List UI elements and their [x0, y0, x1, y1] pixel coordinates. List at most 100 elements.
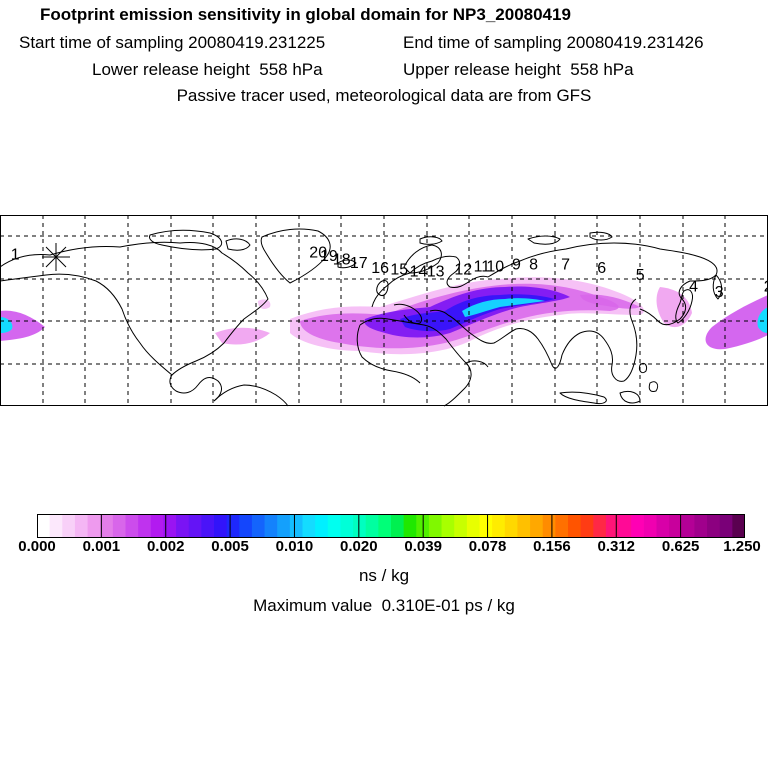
- trajectory-label: 12: [454, 262, 472, 279]
- plume-east-streak: [580, 294, 640, 309]
- colorbar-cell: [391, 514, 405, 538]
- colorbar-cell: [239, 514, 253, 538]
- colorbar-units: ns / kg: [358, 566, 410, 585]
- colorbar-cell: [618, 514, 632, 538]
- trajectory-label: 20: [309, 245, 327, 262]
- coast-asia-south: [447, 298, 638, 382]
- colorbar-tick-label: 0.002: [146, 538, 185, 555]
- trajectory-label: 6: [597, 260, 606, 277]
- colorbar-cell: [87, 514, 101, 538]
- coast-asia-north: [487, 242, 718, 326]
- colorbar-cell: [441, 514, 455, 538]
- sensitivity-plume: [0, 277, 768, 355]
- colorbar-cell: [340, 514, 354, 538]
- colorbar-cell: [656, 514, 670, 538]
- colorbar-cell: [631, 514, 645, 538]
- colorbar-cell: [694, 514, 708, 538]
- colorbar-cell: [466, 514, 481, 538]
- trajectory-label: 2: [764, 279, 768, 296]
- colorbar-cell: [188, 514, 202, 538]
- colorbar-dividers: [100, 514, 682, 538]
- colorbar-cell: [125, 514, 139, 538]
- trajectory-label: 13: [427, 263, 445, 280]
- colorbar-cell: [138, 514, 152, 538]
- trajectory-label: 4: [689, 279, 698, 296]
- graticule: [0, 215, 768, 406]
- colorbar-cell: [568, 514, 582, 538]
- colorbar: [37, 514, 745, 538]
- colorbar-tick-label: 0.625: [661, 538, 700, 555]
- trajectory-label: 11: [474, 258, 491, 275]
- colorbar-cell: [327, 514, 342, 538]
- plume-east-cyan: [757, 307, 768, 333]
- colorbar-cell: [719, 514, 733, 538]
- colorbar-tick-label: 0.001: [82, 538, 121, 555]
- colorbar-cell: [353, 514, 367, 538]
- colorbar-tick-label: 0.000: [18, 538, 56, 555]
- colorbar-cell: [214, 514, 228, 538]
- colorbar-tick-label: 0.005: [211, 538, 249, 555]
- upper-release-height-label: Upper release height 558 hPa: [403, 60, 634, 79]
- colorbar-cell: [150, 514, 165, 538]
- colorbar-cell: [643, 514, 658, 538]
- trajectory-label: 16: [371, 260, 389, 277]
- coast-south-america: [213, 384, 289, 407]
- plume-east-edge: [705, 295, 768, 350]
- trajectory-label: 3: [715, 284, 724, 301]
- colorbar-tick-label: 0.078: [468, 538, 507, 555]
- coast-africa: [356, 317, 472, 407]
- colorbar-cell: [302, 514, 316, 538]
- colorbar-cell: [403, 514, 417, 538]
- colorbar-tick-label: 0.312: [597, 538, 636, 555]
- colorbar-cell: [251, 514, 266, 538]
- coast-europe: [371, 255, 489, 324]
- colorbar-cell: [277, 514, 291, 538]
- trajectory-label: 7: [561, 257, 570, 274]
- colorbar-tick-label: 0.010: [275, 538, 314, 555]
- plume-cyan: [462, 298, 545, 317]
- colorbar-cell: [732, 514, 745, 538]
- coast-north-america: [0, 241, 269, 402]
- trajectory-label: 10: [486, 258, 504, 275]
- plume-west-edge: [0, 310, 45, 341]
- plot-title: Footprint emission sensitivity in global…: [40, 5, 571, 24]
- colorbar-cell: [112, 514, 127, 538]
- coast-greenland: [260, 228, 331, 284]
- colorbar-cell: [176, 514, 190, 538]
- colorbar-cell: [62, 514, 76, 538]
- colorbar-cell: [517, 514, 531, 538]
- colorbar-cell: [428, 514, 443, 538]
- colorbar-cell: [378, 514, 392, 538]
- colorbar-cell: [681, 514, 696, 538]
- colorbar-cell: [315, 514, 329, 538]
- colorbar-cell: [365, 514, 379, 538]
- colorbar-cell: [669, 514, 683, 538]
- trajectory-label: 9: [512, 257, 521, 274]
- colorbar-cell: [492, 514, 506, 538]
- trajectory-label: 15: [390, 262, 408, 279]
- colorbar-cell: [74, 514, 89, 538]
- colorbar-cell: [580, 514, 594, 538]
- footprint-map: 1234567891011121314151617181920: [0, 215, 768, 407]
- asterisk-icon: [42, 243, 70, 271]
- colorbar-cell: [707, 514, 721, 538]
- colorbar-cell: [264, 514, 278, 538]
- colorbar-cells: [37, 514, 745, 538]
- colorbar-cell: [593, 514, 607, 538]
- colorbar-cell: [542, 514, 556, 538]
- coast-japan: [675, 289, 693, 324]
- start-time-label: Start time of sampling 20080419.231225: [19, 33, 326, 52]
- trajectory-label: 17: [350, 255, 368, 272]
- colorbar-cell: [226, 514, 240, 538]
- trajectory-label: 18: [333, 252, 351, 269]
- colorbar-cell: [163, 514, 177, 538]
- colorbar-cell: [555, 514, 569, 538]
- coast-arctic-islands: [149, 229, 251, 251]
- colorbar-cell: [201, 514, 215, 538]
- colorbar-cell: [289, 514, 304, 538]
- trajectory-label: 14: [410, 263, 428, 280]
- colorbar-cell: [37, 514, 51, 538]
- trajectory-label: 1: [11, 246, 20, 263]
- trajectory-label: 8: [529, 257, 538, 274]
- colorbar-tick-label: 0.156: [533, 538, 571, 555]
